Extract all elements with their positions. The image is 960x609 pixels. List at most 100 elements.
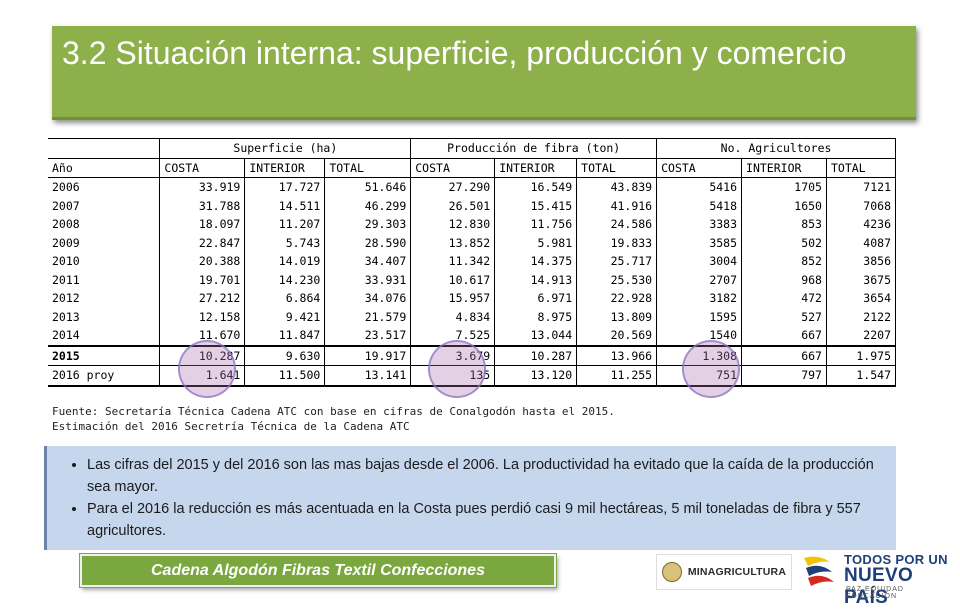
- year-header: Año: [48, 158, 161, 178]
- value-cell: 43.839: [576, 177, 658, 197]
- value-cell: 1.975: [826, 344, 897, 366]
- value-cell: 5.743: [244, 233, 326, 252]
- sub-header: INTERIOR: [494, 158, 578, 178]
- value-cell: 4.834: [410, 307, 496, 326]
- value-cell: 20.388: [159, 252, 246, 271]
- value-cell: 8.975: [494, 307, 578, 326]
- value-cell: 27.212: [159, 289, 246, 308]
- value-cell: 16.549: [494, 177, 578, 197]
- year-cell: 2013: [48, 307, 161, 326]
- value-cell: 14.019: [244, 252, 326, 271]
- table-row: 2012 27.212 6.864 34.076 15.957 6.971 22…: [48, 289, 897, 308]
- value-cell: 1540: [656, 326, 743, 346]
- sub-header: TOTAL: [826, 158, 897, 178]
- value-cell: 10.617: [410, 270, 496, 289]
- sub-header: COSTA: [656, 158, 743, 178]
- value-cell: 12.158: [159, 307, 246, 326]
- value-cell: 6.971: [494, 289, 578, 308]
- value-cell: 4087: [826, 233, 897, 252]
- year-cell: 2008: [48, 215, 161, 234]
- source-line-1: Fuente: Secretaría Técnica Cadena ATC co…: [52, 405, 615, 418]
- year-cell: 2010: [48, 252, 161, 271]
- year-cell: 2007: [48, 196, 161, 215]
- sub-header: TOTAL: [324, 158, 412, 178]
- ministry-logo-text: MINAGRICULTURA: [687, 566, 787, 578]
- value-cell: 12.830: [410, 215, 496, 234]
- value-cell: 26.501: [410, 196, 496, 215]
- value-cell: 15.957: [410, 289, 496, 308]
- year-cell: 2006: [48, 177, 161, 197]
- value-cell: 23.517: [324, 326, 412, 346]
- value-cell: 22.847: [159, 233, 246, 252]
- group-header-superficie: Superficie (ha): [159, 138, 412, 159]
- value-cell: 797: [741, 365, 827, 387]
- minagricultura-logo: MINAGRICULTURA: [656, 554, 792, 590]
- sub-header: INTERIOR: [741, 158, 827, 178]
- value-cell: 18.097: [159, 215, 246, 234]
- value-cell: 11.342: [410, 252, 496, 271]
- gov-logo-line-3: PAZ EQUIDAD EDUCACIÓN: [846, 586, 904, 600]
- value-cell: 3182: [656, 289, 743, 308]
- value-cell: 21.579: [324, 307, 412, 326]
- value-cell: 15.415: [494, 196, 578, 215]
- value-cell: 1595: [656, 307, 743, 326]
- value-cell: 19.701: [159, 270, 246, 289]
- value-cell: 14.230: [244, 270, 326, 289]
- value-cell: 10.287: [494, 344, 578, 366]
- year-cell: 2012: [48, 289, 161, 308]
- bullet-list: Las cifras del 2015 y del 2016 son las m…: [69, 454, 886, 542]
- value-cell: 4236: [826, 215, 897, 234]
- value-cell: 502: [741, 233, 827, 252]
- value-cell: 25.717: [576, 252, 658, 271]
- value-cell: 28.590: [324, 233, 412, 252]
- sub-header: INTERIOR: [244, 158, 326, 178]
- chain-label-bar: Cadena Algodón Fibras Textil Confeccione…: [80, 554, 556, 587]
- value-cell: 472: [741, 289, 827, 308]
- value-cell: 29.303: [324, 215, 412, 234]
- value-cell: 9.421: [244, 307, 326, 326]
- value-cell: 14.511: [244, 196, 326, 215]
- value-cell: 6.864: [244, 289, 326, 308]
- table-row: 2010 20.388 14.019 34.407 11.342 14.375 …: [48, 252, 897, 271]
- value-cell: 852: [741, 252, 827, 271]
- value-cell: 3585: [656, 233, 743, 252]
- table-row: 2008 18.097 11.207 29.303 12.830 11.756 …: [48, 215, 897, 234]
- coat-of-arms-icon: [661, 562, 682, 582]
- bullet-item: Para el 2016 la reducción es más acentua…: [87, 498, 886, 542]
- sub-header: COSTA: [159, 158, 246, 178]
- gov-logo-line-1: TODOS POR UN: [844, 552, 948, 567]
- value-cell: 19.833: [576, 233, 658, 252]
- value-cell: 11.255: [576, 365, 658, 387]
- value-cell: 1.547: [826, 365, 897, 387]
- value-cell: 14.913: [494, 270, 578, 289]
- year-cell: 2015: [48, 344, 161, 366]
- value-cell: 667: [741, 326, 827, 346]
- value-cell: 31.788: [159, 196, 246, 215]
- value-cell: 11.847: [244, 326, 326, 346]
- value-cell: 27.290: [410, 177, 496, 197]
- value-cell: 11.756: [494, 215, 578, 234]
- value-cell: 33.931: [324, 270, 412, 289]
- value-cell: 11.670: [159, 326, 246, 346]
- value-cell: 1705: [741, 177, 827, 197]
- highlight-circle-costa-agricultores: [682, 340, 740, 398]
- value-cell: 9.630: [244, 344, 326, 366]
- value-cell: 14.375: [494, 252, 578, 271]
- value-cell: 853: [741, 215, 827, 234]
- value-cell: 2207: [826, 326, 897, 346]
- group-header-produccion: Producción de fibra (ton): [410, 138, 658, 159]
- table-row: 2009 22.847 5.743 28.590 13.852 5.981 19…: [48, 233, 897, 252]
- value-cell: 34.076: [324, 289, 412, 308]
- value-cell: 667: [741, 344, 827, 366]
- table-row: 2007 31.788 14.511 46.299 26.501 15.415 …: [48, 196, 897, 215]
- value-cell: 5416: [656, 177, 743, 197]
- value-cell: 24.586: [576, 215, 658, 234]
- value-cell: 527: [741, 307, 827, 326]
- bullet-item: Las cifras del 2015 y del 2016 son las m…: [87, 454, 886, 498]
- value-cell: 13.120: [494, 365, 578, 387]
- value-cell: 13.852: [410, 233, 496, 252]
- value-cell: 13.809: [576, 307, 658, 326]
- flag-swoosh-icon: [804, 556, 834, 586]
- year-cell: 2014: [48, 326, 161, 346]
- year-cell: 2016 proy: [48, 365, 161, 387]
